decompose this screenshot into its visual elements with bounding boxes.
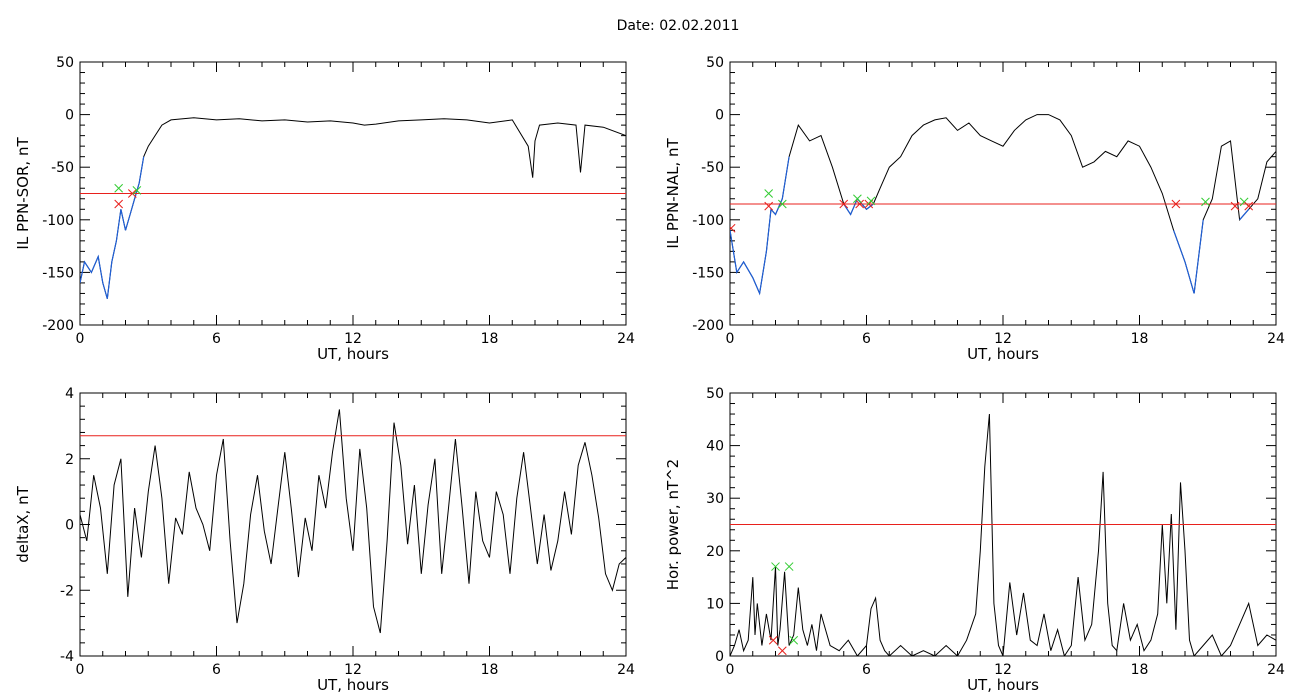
x-tick-label: 6 <box>862 331 871 347</box>
y-tick-label: 50 <box>706 386 724 402</box>
x-tick-label: 24 <box>617 331 635 347</box>
x-axis-label: UT, hours <box>317 676 389 694</box>
marker-green <box>789 635 799 645</box>
chart-hor-power: 0 6 12 18 24 0 10 20 30 40 50 UT, hours Hor. power, … <box>664 386 1285 694</box>
x-tick-label: 0 <box>726 662 735 678</box>
marker-red <box>768 635 778 645</box>
below-threshold-segment <box>1239 208 1250 221</box>
y-tick-label: -100 <box>692 213 724 229</box>
y-tick-label: 50 <box>56 55 74 71</box>
marker-red <box>1230 201 1240 211</box>
chart-ppn-nal: 0 6 12 18 24 -200 -150 -100 -50 0 50 UT, hours IL PP… <box>664 55 1285 363</box>
y-tick-label: 20 <box>706 544 724 560</box>
y-tick-label: -150 <box>692 265 724 281</box>
marker-red <box>855 199 865 209</box>
marker-red <box>764 201 774 211</box>
y-tick-label: -50 <box>701 160 724 176</box>
x-axis-label: UT, hours <box>317 345 389 363</box>
y-tick-label: 10 <box>706 596 724 612</box>
y-tick-label: 50 <box>706 55 724 71</box>
marker-red <box>1244 201 1254 211</box>
y-tick-label: -4 <box>60 649 74 665</box>
series-line <box>730 413 1276 656</box>
x-tick-label: 12 <box>994 331 1012 347</box>
y-axis-label: Hor. power, nT^2 <box>664 459 682 590</box>
below-threshold-segment <box>1173 219 1204 294</box>
x-tick-label: 6 <box>212 331 221 347</box>
x-tick-label: 0 <box>76 331 85 347</box>
y-tick-label: -200 <box>692 318 724 334</box>
x-tick-label: 18 <box>481 331 499 347</box>
x-tick-label: 12 <box>994 662 1012 678</box>
x-tick-label: 24 <box>1267 331 1285 347</box>
x-tick-label: 0 <box>726 331 735 347</box>
plot-area <box>80 409 626 634</box>
y-tick-label: 0 <box>65 108 74 124</box>
marker-green <box>784 562 794 571</box>
marker-red <box>839 199 849 209</box>
marker-red <box>114 199 124 209</box>
plot-area <box>730 413 1276 656</box>
y-tick-label: -200 <box>42 318 74 334</box>
y-tick-label: 4 <box>65 386 74 402</box>
marker-red <box>777 646 787 656</box>
y-tick-label: -2 <box>60 583 74 599</box>
x-tick-label: 24 <box>1267 662 1285 678</box>
marker-green <box>866 196 876 206</box>
marker-green <box>771 562 780 571</box>
x-tick-label: 6 <box>212 662 221 678</box>
y-tick-label: -50 <box>51 160 74 176</box>
x-tick-label: 12 <box>344 662 362 678</box>
plot-area <box>730 114 1276 296</box>
chart-ppn-sor: 0 6 12 18 24 -200 -150 -100 -50 0 50 UT, hours IL PP… <box>14 55 635 363</box>
series-line <box>80 409 626 634</box>
plot-frame <box>729 61 1277 326</box>
marker-red <box>730 223 736 233</box>
x-tick-label: 0 <box>76 662 85 678</box>
marker-red <box>127 189 137 198</box>
x-tick-label: 6 <box>862 662 871 678</box>
x-tick-label: 18 <box>1131 662 1149 678</box>
x-axis-label: UT, hours <box>967 345 1039 363</box>
marker-green <box>132 185 142 195</box>
x-tick-label: 18 <box>481 662 499 678</box>
y-tick-label: 40 <box>706 439 724 455</box>
x-tick-label: 18 <box>1131 331 1149 347</box>
y-tick-label: -100 <box>42 213 74 229</box>
page-title: Date: 02.02.2011 <box>616 18 740 34</box>
y-tick-label: 2 <box>65 452 74 468</box>
plot-frame <box>79 392 627 657</box>
marker-green <box>764 189 774 198</box>
marker-green <box>1201 197 1210 207</box>
below-threshold-segment <box>730 156 790 296</box>
x-tick-label: 24 <box>617 662 635 678</box>
plot-area <box>80 117 626 299</box>
below-threshold-segment <box>80 156 145 299</box>
y-tick-label: 30 <box>706 491 724 507</box>
x-tick-label: 12 <box>344 331 362 347</box>
y-tick-label: 0 <box>65 518 74 534</box>
marker-green <box>777 199 787 209</box>
series-line <box>80 117 626 299</box>
marker-green <box>853 194 862 204</box>
y-tick-label: 0 <box>715 108 724 124</box>
y-axis-label: IL PPN-SOR, nT <box>14 137 32 250</box>
marker-green <box>114 183 124 193</box>
below-threshold-segment <box>843 197 874 216</box>
y-tick-label: 0 <box>715 649 724 665</box>
y-tick-label: -150 <box>42 265 74 281</box>
marker-red <box>1171 199 1181 209</box>
y-axis-label: deltaX, nT <box>14 485 32 562</box>
y-axis-label: IL PPN-NAL, nT <box>664 138 682 249</box>
x-axis-label: UT, hours <box>967 676 1039 694</box>
